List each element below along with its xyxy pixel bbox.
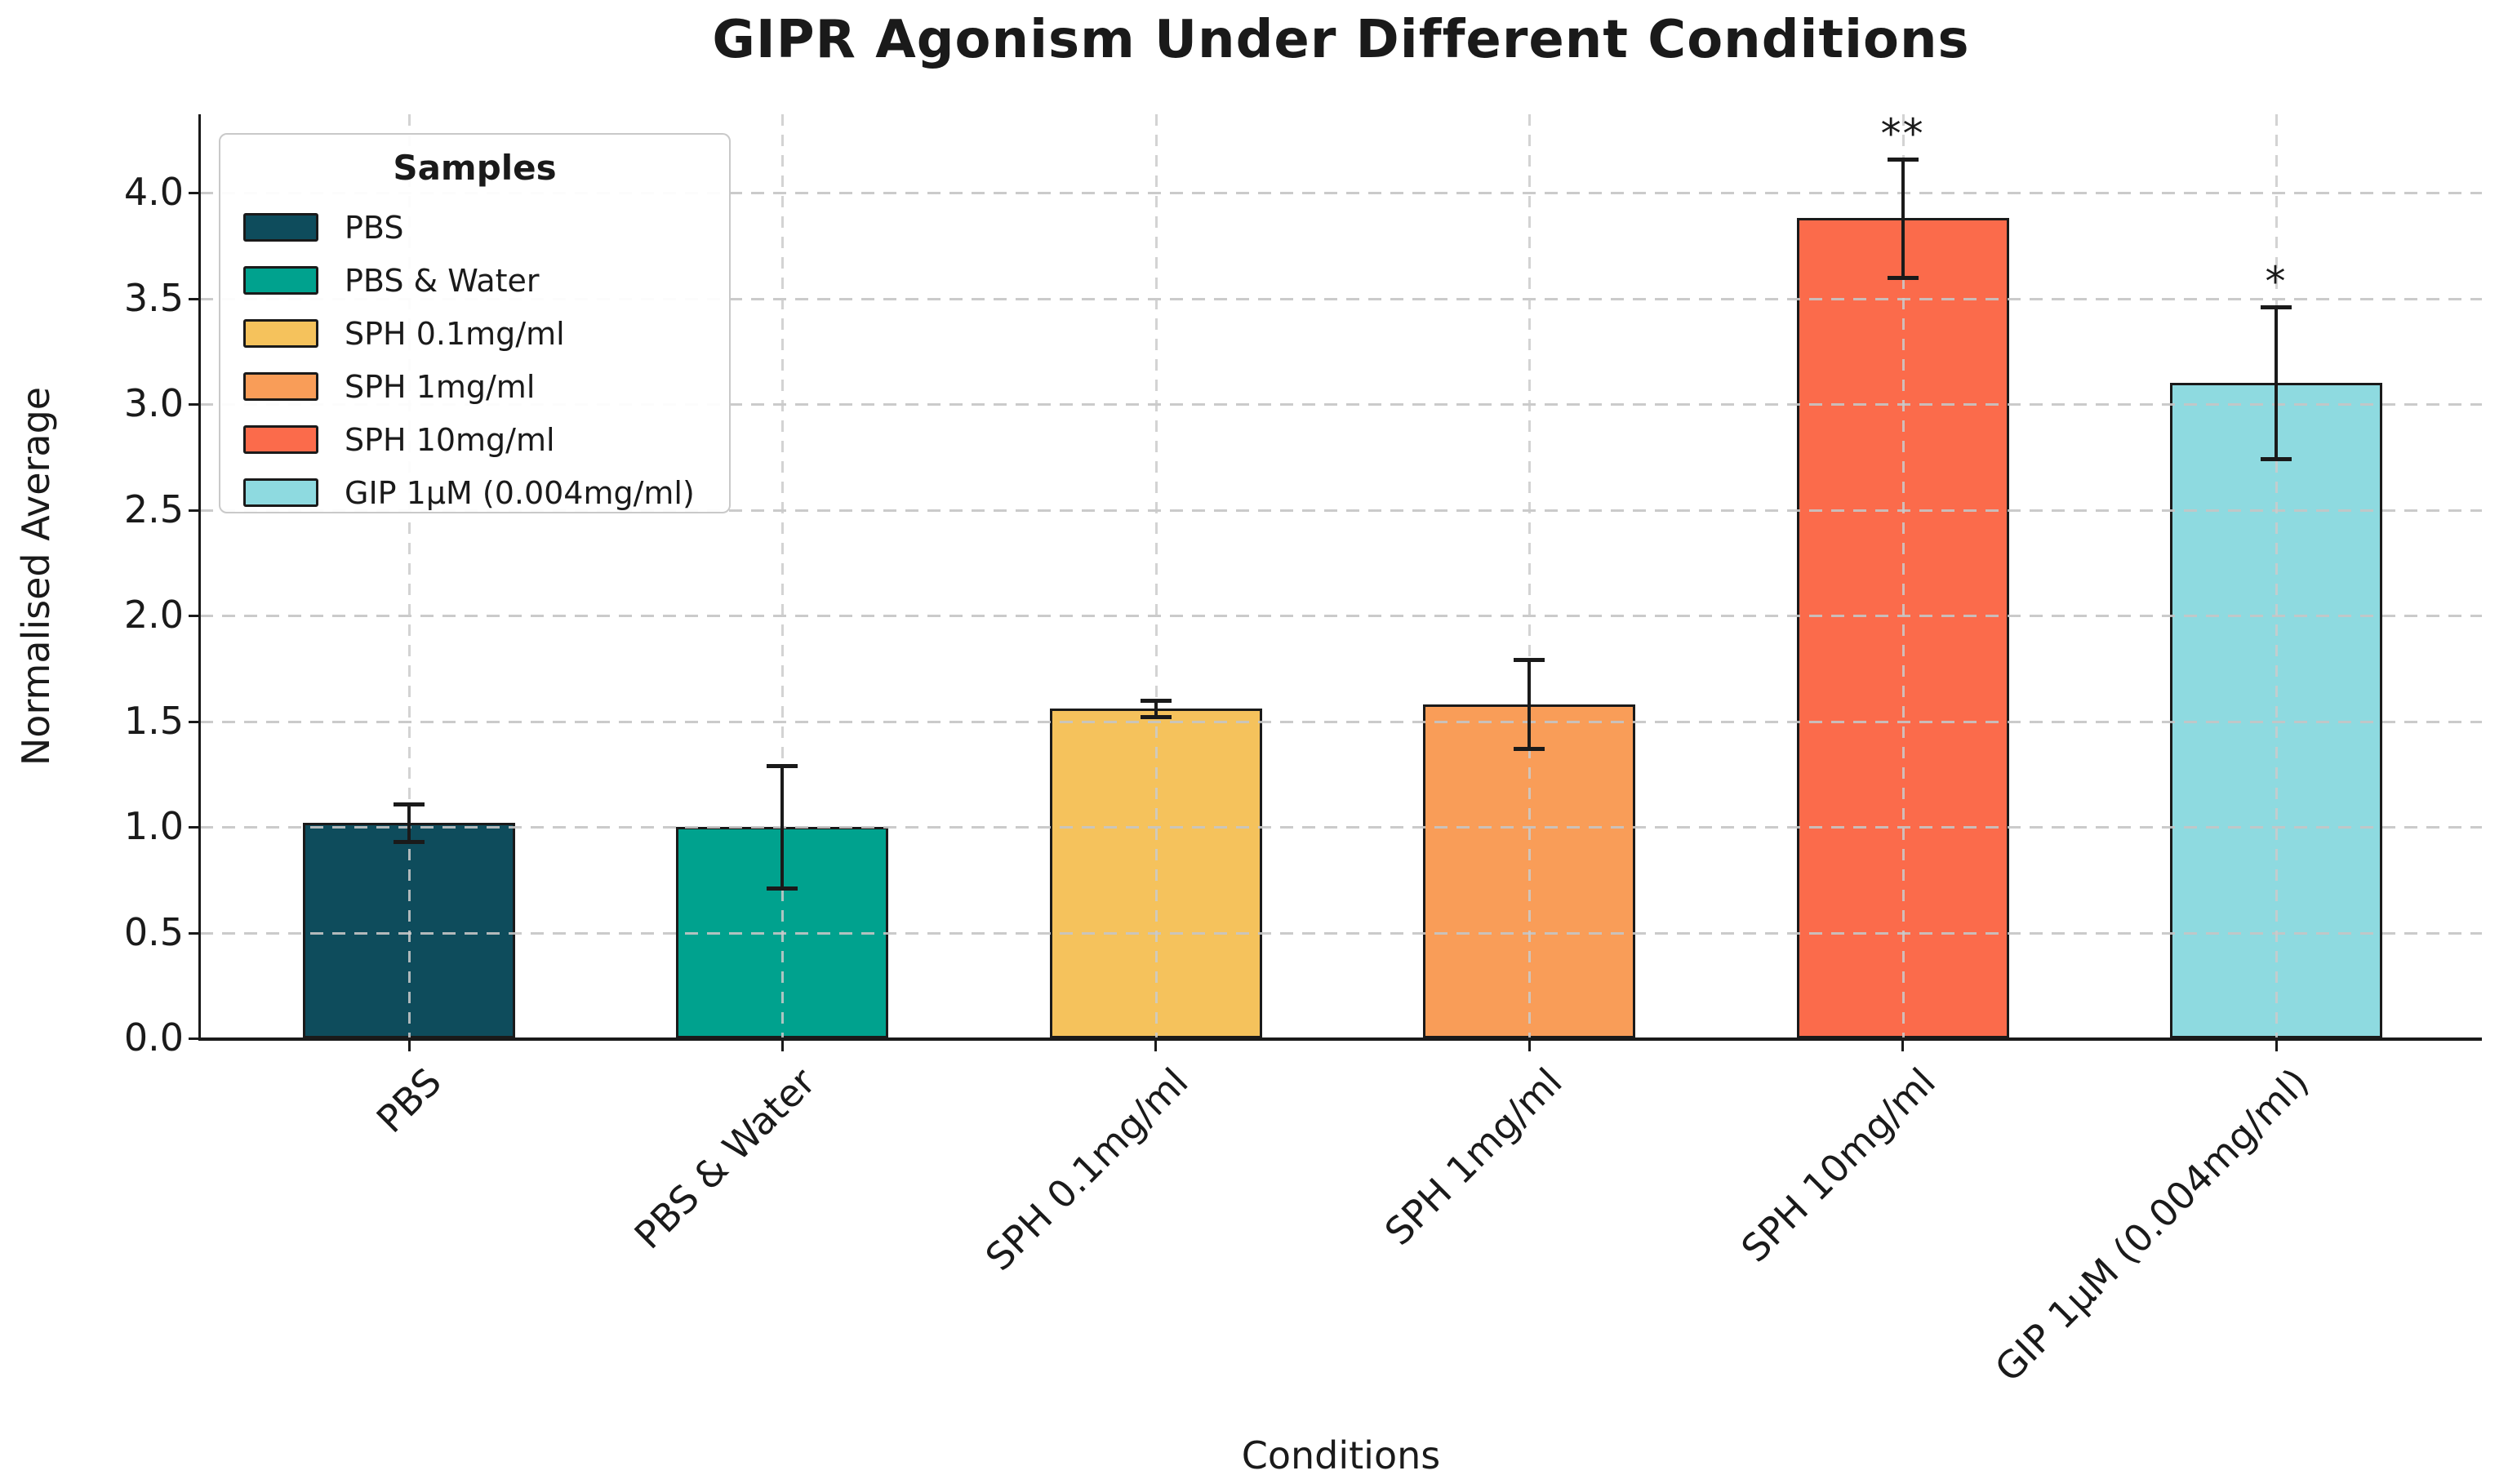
legend: Samples PBS PBS & Water SPH 0.1mg/ml SPH 1m… <box>219 133 731 513</box>
x-tick <box>1154 1040 1158 1051</box>
x-tick <box>1527 1040 1531 1051</box>
x-tick <box>2275 1040 2278 1051</box>
error-bar <box>2275 306 2278 460</box>
h-gridline <box>200 720 2482 723</box>
y-tick <box>189 1037 200 1040</box>
legend-label: SPH 0.1mg/ml <box>345 315 565 352</box>
x-axis-spine <box>198 1037 2482 1041</box>
y-tick <box>189 297 200 300</box>
y-tick-label: 0.0 <box>123 1015 184 1060</box>
x-tick-label: PBS & Water <box>625 1060 824 1258</box>
y-tick <box>189 720 200 723</box>
legend-swatch <box>243 425 318 454</box>
v-gridline <box>1154 114 1158 1038</box>
x-tick-label: SPH 0.1mg/ml <box>977 1060 1197 1279</box>
error-bar <box>407 803 411 842</box>
error-cap-top <box>1140 698 1172 703</box>
error-cap-top <box>1514 658 1545 663</box>
error-bar <box>780 765 785 889</box>
legend-item: GIP 1μM (0.004mg/ml) <box>220 466 729 519</box>
error-cap-bottom <box>767 886 798 891</box>
v-gridline <box>1901 114 1905 1038</box>
legend-items: PBS PBS & Water SPH 0.1mg/ml SPH 1mg/ml SPH … <box>220 201 729 519</box>
y-tick-label: 3.0 <box>123 381 184 425</box>
legend-item: SPH 10mg/ml <box>220 413 729 466</box>
legend-item: PBS & Water <box>220 254 729 307</box>
error-bar <box>1154 700 1158 718</box>
h-gridline <box>200 192 2482 194</box>
error-cap-top <box>767 763 798 768</box>
legend-label: SPH 10mg/ml <box>345 421 555 458</box>
legend-item: SPH 1mg/ml <box>220 360 729 413</box>
v-gridline <box>1528 114 1532 1038</box>
y-tick-label: 2.5 <box>123 487 184 531</box>
y-tick-label: 4.0 <box>123 170 184 214</box>
legend-item: PBS <box>220 201 729 254</box>
significance-marker: * <box>2265 257 2288 305</box>
error-cap-bottom <box>394 840 425 845</box>
legend-swatch <box>243 478 318 507</box>
v-gridline <box>408 114 411 1038</box>
error-bar <box>1527 660 1532 749</box>
legend-swatch <box>243 213 318 242</box>
legend-label: GIP 1μM (0.004mg/ml) <box>345 474 695 511</box>
y-tick <box>189 615 200 617</box>
chart-title: GIPR Agonism Under Different Conditions <box>712 10 1970 70</box>
y-tick <box>189 509 200 512</box>
h-gridline <box>200 403 2482 406</box>
error-cap-bottom <box>2261 457 2292 462</box>
h-gridline <box>200 931 2482 935</box>
legend-swatch <box>243 319 318 348</box>
x-tick-label: SPH 10mg/ml <box>1732 1060 1944 1271</box>
x-tick-label: GIP 1μM (0.004mg/ml) <box>1986 1060 2318 1391</box>
error-cap-top <box>2261 304 2292 309</box>
legend-title: Samples <box>393 148 557 188</box>
error-cap-bottom <box>1514 747 1545 752</box>
h-gridline <box>200 297 2482 300</box>
x-axis-label: Conditions <box>1241 1433 1441 1477</box>
legend-swatch <box>243 372 318 401</box>
error-cap-top <box>394 802 425 806</box>
v-gridline <box>2275 114 2278 1038</box>
y-tick <box>189 403 200 406</box>
legend-label: PBS <box>345 209 404 246</box>
x-tick <box>407 1040 411 1051</box>
x-tick <box>780 1040 784 1051</box>
h-gridline <box>200 615 2482 617</box>
h-gridline <box>200 509 2482 512</box>
legend-item: SPH 0.1mg/ml <box>220 307 729 360</box>
legend-swatch <box>243 266 318 295</box>
v-gridline <box>781 114 785 1038</box>
error-cap-bottom <box>1140 715 1172 720</box>
x-tick <box>1901 1040 1905 1051</box>
x-tick-label: SPH 1mg/ml <box>1376 1060 1571 1254</box>
y-axis-label: Normalised Average <box>14 386 58 766</box>
y-tick <box>189 931 200 935</box>
significance-marker: ** <box>1880 109 1925 158</box>
error-cap-bottom <box>1887 275 1919 280</box>
y-axis-spine <box>198 114 201 1041</box>
x-tick-label: PBS <box>367 1060 451 1142</box>
y-tick <box>189 192 200 194</box>
error-cap-top <box>1887 157 1919 162</box>
legend-label: SPH 1mg/ml <box>345 368 536 405</box>
y-tick-label: 3.5 <box>123 275 184 320</box>
y-tick-label: 1.5 <box>123 698 184 743</box>
y-tick-label: 0.5 <box>123 909 184 954</box>
y-tick-label: 1.0 <box>123 804 184 848</box>
error-bar <box>1901 158 1905 278</box>
y-tick <box>189 826 200 829</box>
legend-label: PBS & Water <box>345 262 540 299</box>
y-tick-label: 2.0 <box>123 593 184 637</box>
h-gridline <box>200 826 2482 829</box>
